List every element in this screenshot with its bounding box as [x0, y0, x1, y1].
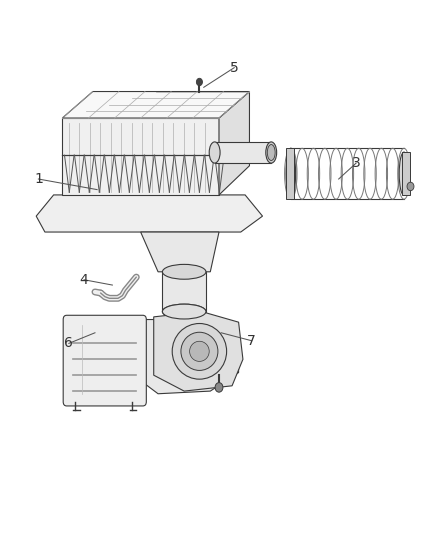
- Text: 3: 3: [352, 156, 360, 170]
- Polygon shape: [62, 92, 250, 118]
- Ellipse shape: [162, 304, 206, 319]
- Polygon shape: [141, 232, 219, 272]
- Polygon shape: [154, 312, 243, 391]
- Ellipse shape: [209, 142, 220, 163]
- Ellipse shape: [286, 148, 296, 199]
- Polygon shape: [219, 92, 250, 195]
- Text: 7: 7: [247, 334, 256, 348]
- Ellipse shape: [162, 304, 206, 319]
- Text: 6: 6: [64, 336, 73, 350]
- Polygon shape: [162, 272, 206, 312]
- Bar: [402, 152, 410, 195]
- Text: 4: 4: [80, 273, 88, 287]
- Ellipse shape: [172, 324, 226, 379]
- Polygon shape: [130, 319, 239, 394]
- Circle shape: [196, 78, 202, 86]
- Polygon shape: [215, 142, 271, 163]
- Text: 5: 5: [230, 61, 239, 75]
- FancyBboxPatch shape: [63, 316, 146, 406]
- Ellipse shape: [399, 152, 409, 195]
- Polygon shape: [36, 195, 262, 232]
- Ellipse shape: [266, 142, 277, 163]
- Ellipse shape: [162, 264, 206, 279]
- Ellipse shape: [190, 341, 209, 361]
- Text: 1: 1: [34, 172, 43, 186]
- Ellipse shape: [267, 144, 275, 160]
- Bar: [286, 148, 294, 199]
- Ellipse shape: [181, 332, 218, 370]
- Circle shape: [407, 182, 414, 191]
- Polygon shape: [62, 118, 219, 195]
- Circle shape: [215, 383, 223, 392]
